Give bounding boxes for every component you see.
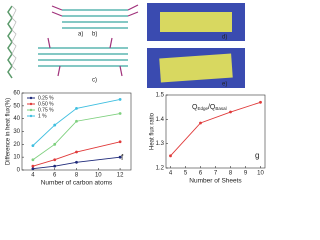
data-point	[31, 164, 35, 168]
x-tick-label: 10	[95, 173, 102, 179]
panel-label: d)	[222, 35, 227, 41]
panel-label: b)	[92, 32, 97, 38]
data-point	[229, 110, 232, 114]
data-point	[75, 150, 78, 154]
data-point	[53, 158, 57, 162]
legend-marker	[29, 108, 33, 112]
series-line	[32, 98, 121, 146]
data-point	[75, 160, 78, 164]
annotation-part: Basal	[215, 106, 226, 111]
series-line	[32, 113, 121, 161]
annotation-part: /Q	[208, 104, 216, 111]
data-point	[118, 155, 122, 159]
legend-label: 0.75 %	[38, 107, 54, 113]
annotation-part: Edge	[197, 106, 208, 111]
data-point	[31, 167, 35, 171]
y-tick-label: 10	[13, 155, 20, 161]
panel-label: c)	[92, 78, 97, 84]
data-point	[75, 107, 78, 110]
series-line	[32, 156, 121, 170]
x-tick-label: 12	[117, 173, 124, 179]
x-tick-label: 8	[75, 173, 79, 179]
x-tick-label: 6	[53, 173, 57, 179]
data-point	[118, 140, 122, 144]
legend-marker	[29, 114, 33, 118]
molecule-b	[51, 4, 139, 29]
x-axis-title: Number of Sheets	[189, 178, 242, 185]
legend-marker	[29, 102, 33, 106]
x-tick-label: 7	[214, 171, 218, 177]
x-tick-label: 4	[31, 173, 35, 179]
panel-label: f	[121, 153, 124, 162]
legend-label: 0.50 %	[38, 101, 54, 107]
y-tick-label: 0	[17, 168, 21, 174]
simulation-e	[147, 48, 245, 88]
x-axis-title: Number of carbon atoms	[41, 180, 113, 187]
figure: a) b) c) d) e) 0 10 20 30 40 50 60 4 6 8 10 12 Numbe…	[6, 3, 266, 187]
y-tick-label: 1.5	[156, 93, 165, 99]
y-tick-label: 30	[13, 129, 20, 135]
y-tick-label: 1.4	[156, 117, 165, 123]
x-tick-label: 8	[229, 171, 233, 177]
data-point	[75, 119, 78, 123]
x-tick-label: 10	[257, 171, 264, 177]
molecule-a	[7, 5, 17, 79]
data-point	[118, 112, 122, 115]
panel-label: e)	[222, 82, 227, 88]
annotation-part: Q	[192, 104, 198, 111]
data-point	[53, 164, 57, 168]
data-point	[199, 121, 202, 125]
data-point	[118, 98, 122, 101]
legend-label: 1 %	[38, 113, 47, 119]
molecule-c	[38, 37, 128, 77]
panel-label: a)	[78, 32, 83, 38]
legend-label: 0.25 %	[38, 95, 54, 101]
data-point	[53, 142, 57, 146]
x-tick-label: 6	[199, 171, 203, 177]
y-axis-title: Heat flux ratio	[150, 112, 156, 150]
panel-label: g	[255, 151, 259, 160]
y-tick-label: 50	[13, 103, 20, 109]
y-tick-label: 1.3	[156, 141, 165, 147]
y-tick-label: 1.2	[156, 166, 165, 172]
y-axis-title: Difference in heat flux(%)	[6, 98, 12, 165]
data-point	[53, 123, 57, 127]
x-tick-label: 9	[244, 171, 248, 177]
y-tick-label: 60	[13, 91, 20, 97]
x-tick-label: 5	[184, 171, 188, 177]
legend-marker	[29, 96, 33, 100]
series-line	[170, 101, 261, 157]
data-point	[31, 158, 35, 162]
series-line	[32, 141, 121, 167]
data-point	[259, 100, 262, 104]
simulation-d	[147, 3, 245, 41]
data-point	[169, 154, 172, 158]
y-tick-label: 20	[13, 142, 20, 148]
y-tick-label: 40	[13, 116, 20, 122]
x-tick-label: 4	[169, 171, 173, 177]
annotation: QEdge/QBasal	[192, 104, 227, 111]
data-point	[31, 144, 35, 148]
